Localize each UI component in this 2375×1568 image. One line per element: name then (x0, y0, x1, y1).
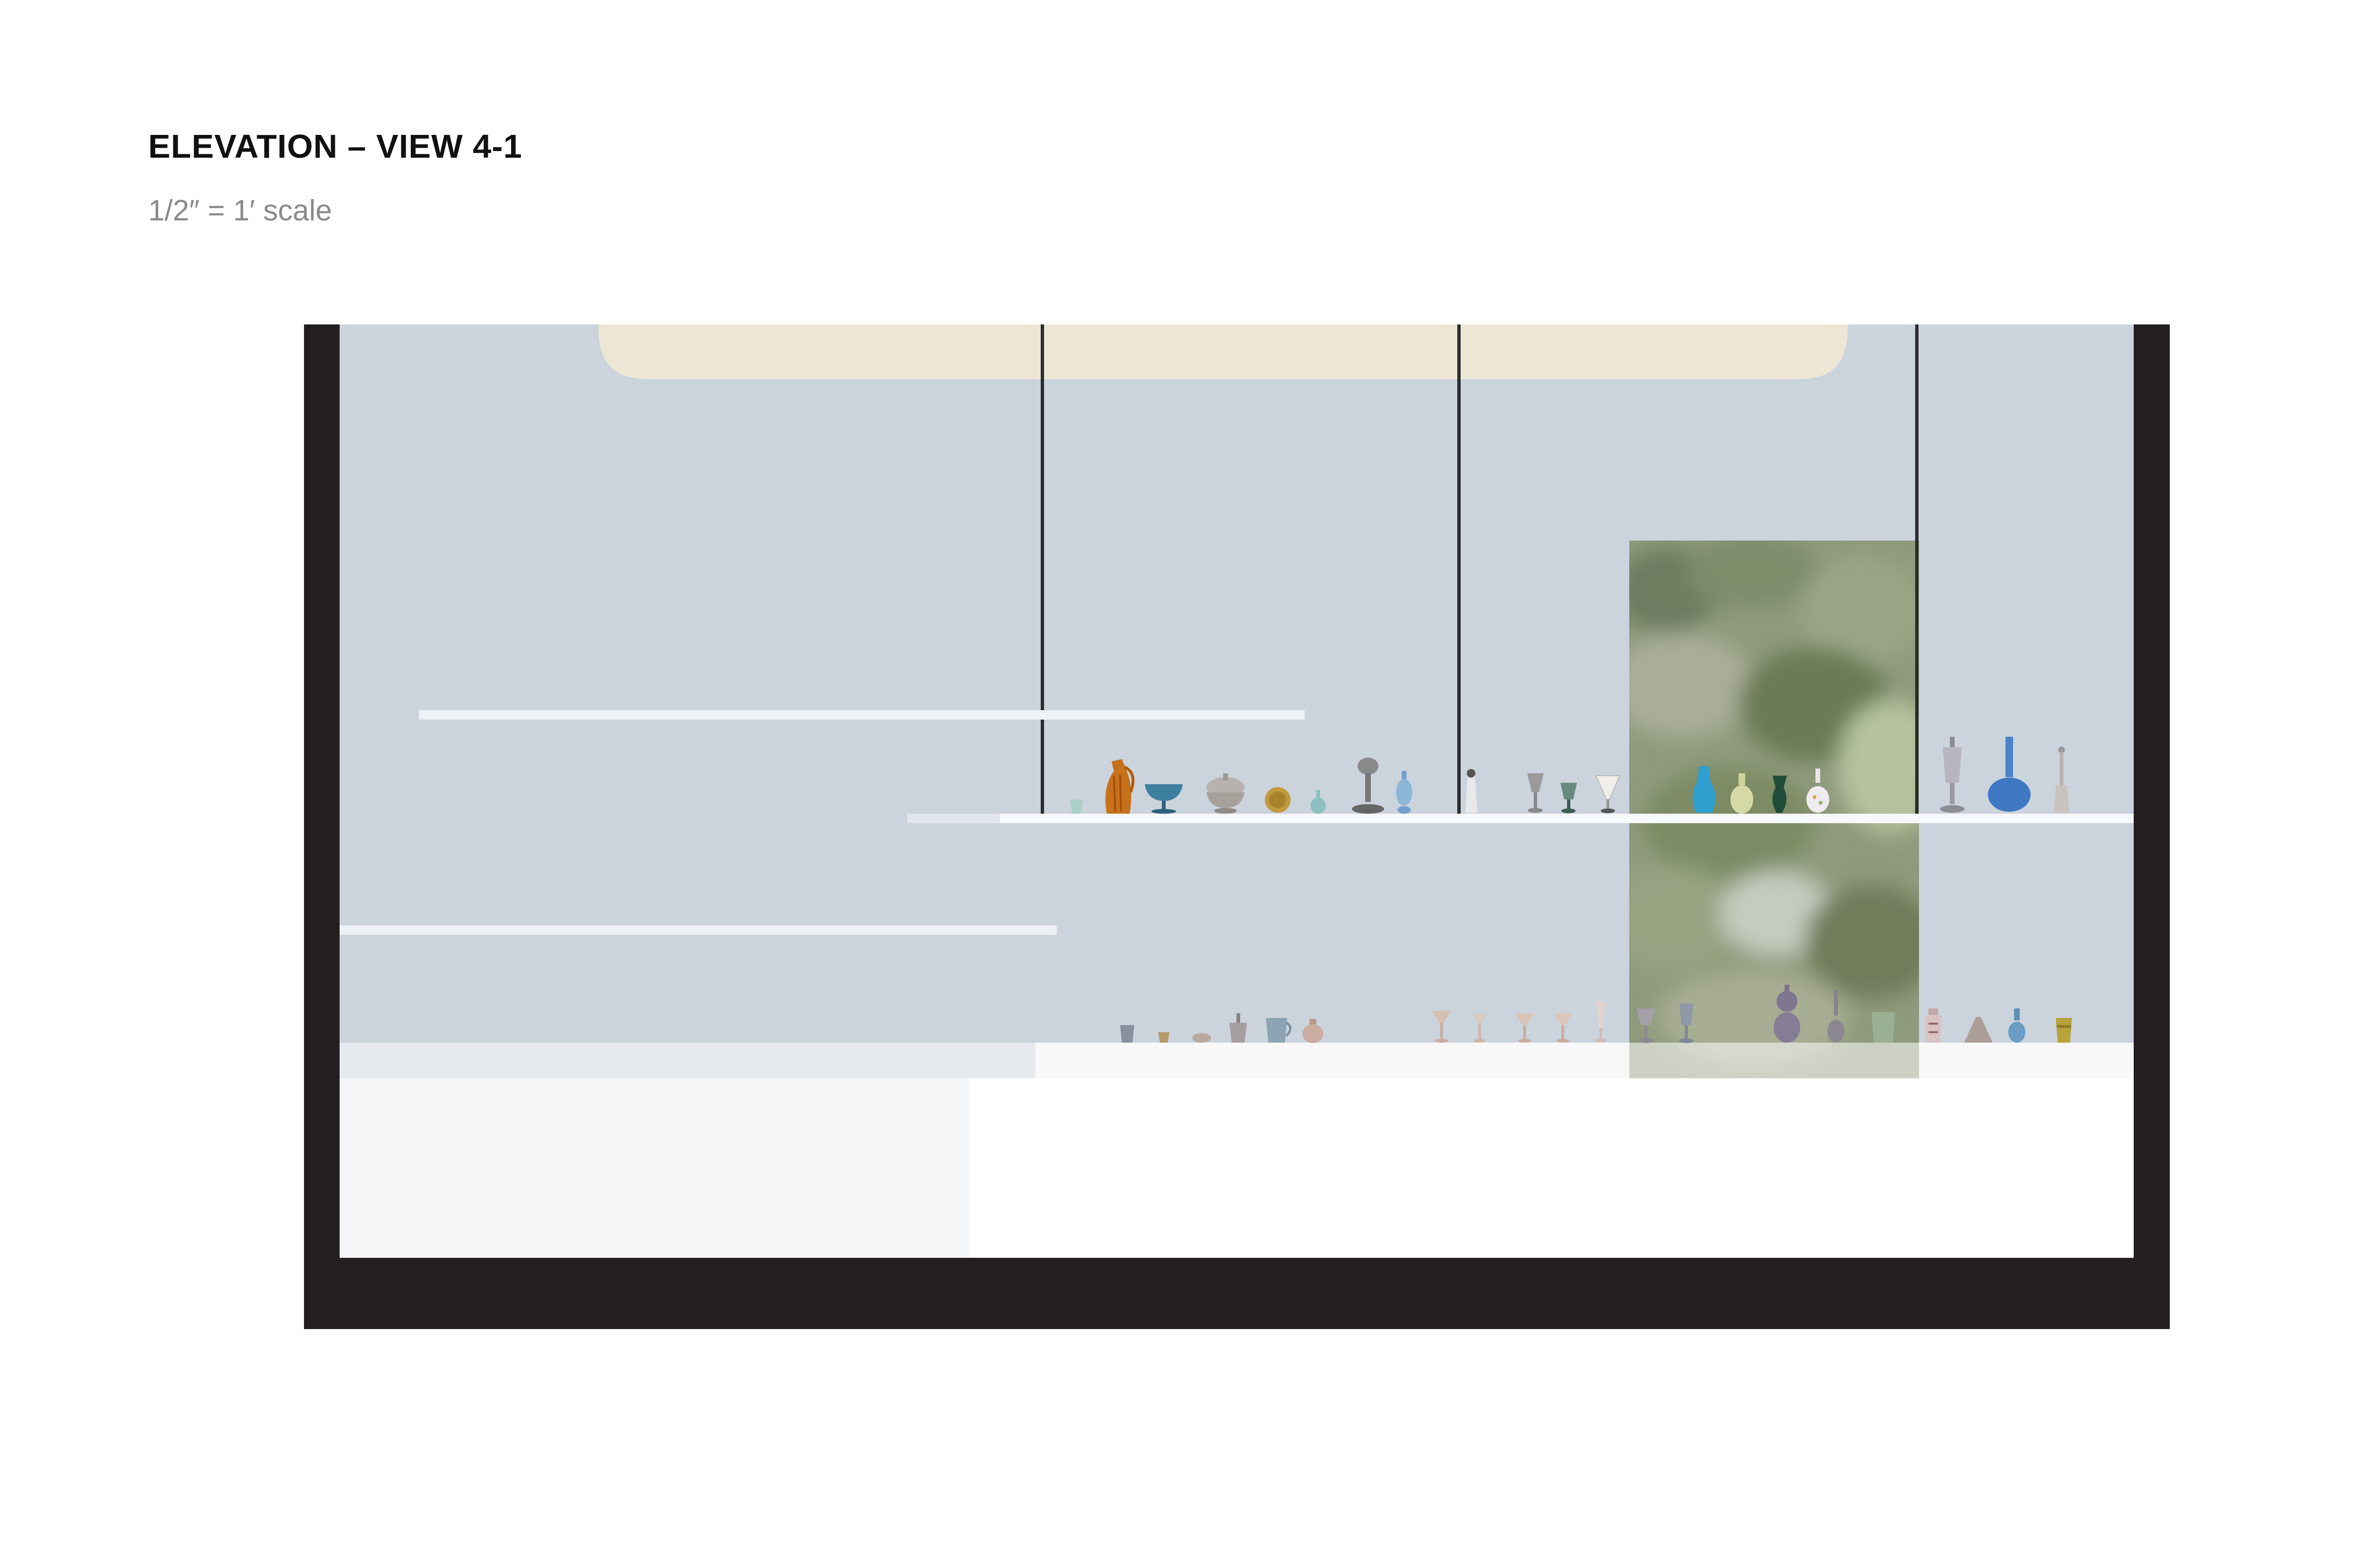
goblet-icon (1679, 1004, 1693, 1043)
yellow-vase-icon (1730, 773, 1753, 814)
small-dish-icon (1192, 1033, 1211, 1043)
tall-covered-goblet-icon (1940, 737, 1965, 813)
gold-plate-icon (1265, 787, 1291, 813)
blue-vase-icon (2008, 1008, 2025, 1043)
painted-jar-icon (1925, 1008, 1942, 1043)
ewer-icon (1229, 1013, 1247, 1043)
plinth-top-left (340, 1043, 1036, 1078)
stemmed-glass-icon (1472, 1013, 1487, 1043)
plinth-left (340, 1078, 969, 1258)
lower-shelf-vessels (1120, 985, 2072, 1043)
ceiling-light-panel (598, 324, 1848, 379)
wall-shelf-lower (340, 925, 1057, 935)
small-flask-icon (1311, 790, 1326, 814)
wall-shelf-upper (419, 710, 1305, 720)
suspension-rod (1457, 324, 1461, 822)
slim-bottle-icon (2054, 747, 2069, 813)
white-shaker-icon (1465, 769, 1477, 813)
goblet-icon (1636, 1008, 1655, 1043)
flask-icon (1964, 1017, 1993, 1043)
blue-bottle-icon (1396, 771, 1412, 814)
elevation-drawing (304, 324, 2170, 1329)
plinth-top-right (1036, 1043, 2134, 1078)
suspended-shelf (907, 814, 2134, 823)
scale-label: 1/2″ = 1′ scale (148, 194, 332, 227)
suspension-rod (1041, 324, 1044, 822)
stemmed-glass-icon (1432, 1011, 1451, 1043)
blue-bowl-icon (1145, 784, 1183, 814)
green-pitcher-icon (1872, 1012, 1901, 1043)
yellow-beaker-icon (2056, 1018, 2072, 1043)
silver-lamp-icon (1352, 758, 1384, 814)
stemmed-glass-icon (1515, 1013, 1534, 1043)
upper-shelf-vessels (1070, 737, 2069, 814)
suspended-shelf-glass (907, 814, 1000, 823)
small-cup-icon (1158, 1032, 1169, 1043)
goblet-icon (1527, 773, 1544, 813)
covered-dish-icon (1206, 773, 1244, 814)
tumbler-icon (1120, 1025, 1134, 1043)
page-title: ELEVATION – VIEW 4-1 (148, 128, 522, 165)
mug-icon (1266, 1018, 1292, 1043)
green-goblet-icon (1560, 783, 1577, 813)
cone-glass-icon (1595, 775, 1621, 813)
turquoise-vase-icon (1692, 766, 1716, 813)
plinth-right (969, 1078, 2134, 1258)
purple-double-gourd-icon (1774, 985, 1800, 1043)
green-vase-icon (1772, 776, 1787, 813)
window-with-foliage-view (1629, 541, 1919, 1078)
white-jug-icon (1806, 769, 1829, 813)
suspension-rod (1915, 324, 1919, 822)
flute-icon (1595, 1001, 1606, 1043)
amber-pitcher-icon (1105, 759, 1135, 814)
blue-bottle-vase-icon (1988, 737, 2031, 812)
jar-icon (1302, 1019, 1323, 1043)
stemmed-glass-icon (1553, 1013, 1572, 1043)
bud-vase-icon (1827, 989, 1844, 1043)
small-cup-icon (1070, 799, 1083, 814)
